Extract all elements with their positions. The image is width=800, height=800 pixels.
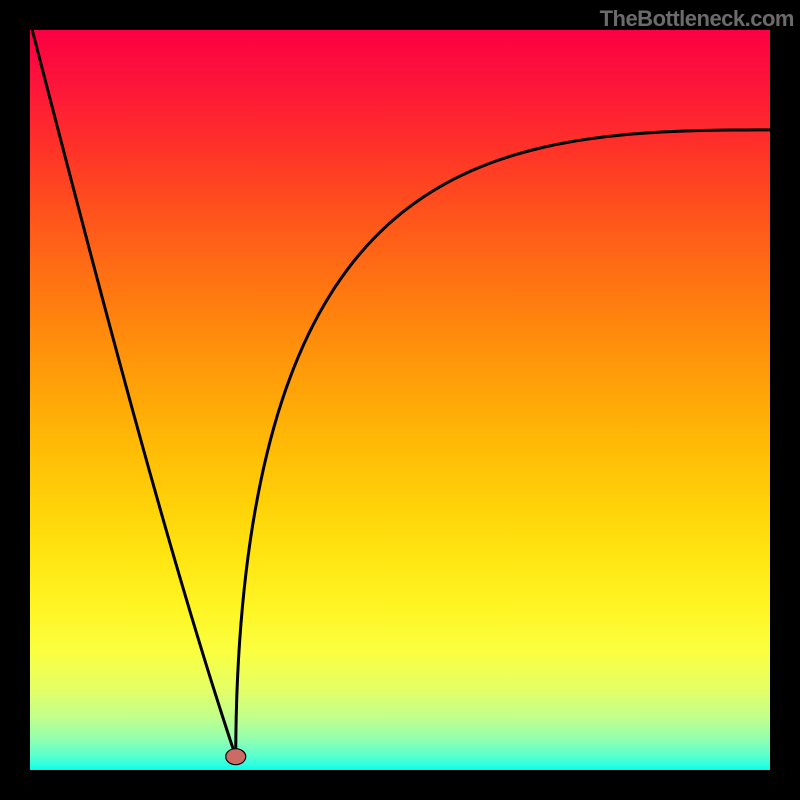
curve-right-branch <box>236 130 770 757</box>
curve-min-marker <box>226 749 246 765</box>
curve-overlay <box>30 30 770 770</box>
curve-left-branch <box>32 30 236 757</box>
plot-area <box>30 30 770 770</box>
watermark-text: TheBottleneck.com <box>600 6 794 32</box>
